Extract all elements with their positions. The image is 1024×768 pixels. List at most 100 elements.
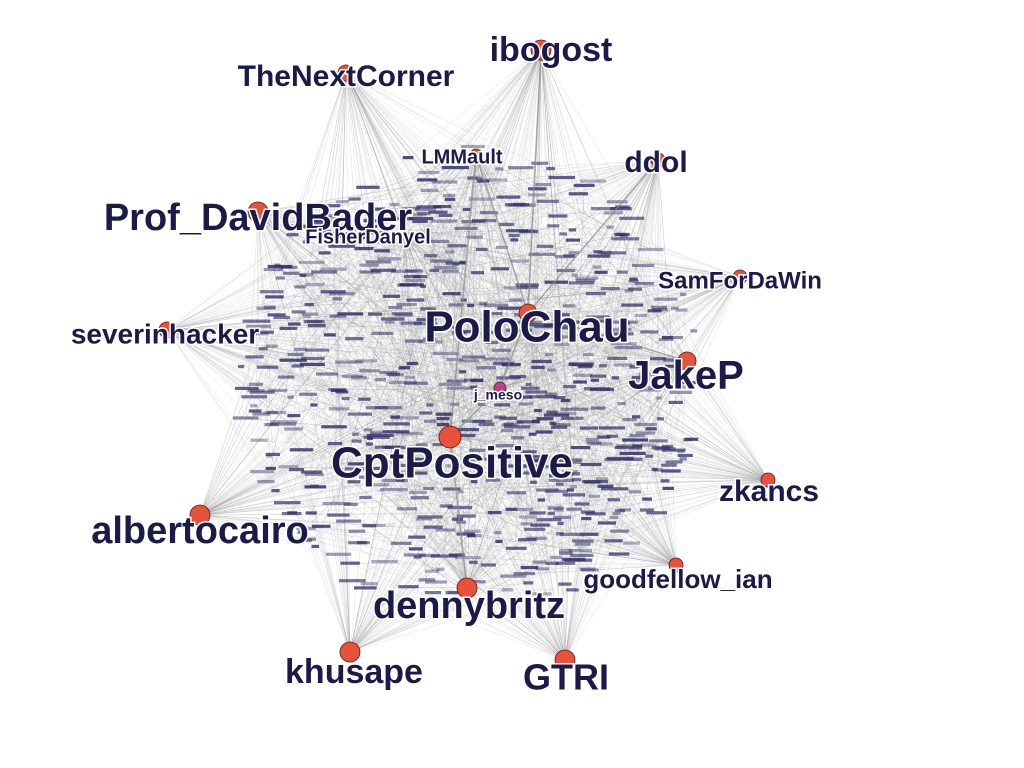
minor-node-label bbox=[457, 490, 464, 494]
minor-node-label bbox=[398, 585, 419, 589]
minor-node-label bbox=[571, 478, 582, 482]
minor-node-label bbox=[446, 357, 464, 362]
label-zkancs: zkancs bbox=[719, 475, 819, 508]
minor-node-label bbox=[287, 352, 304, 356]
minor-node-label bbox=[467, 534, 476, 538]
minor-node-label bbox=[570, 485, 578, 489]
label-samfordawin: SamForDaWin bbox=[658, 267, 822, 294]
minor-node-label bbox=[405, 339, 423, 343]
minor-node-label bbox=[447, 244, 467, 248]
minor-node-label bbox=[531, 365, 545, 369]
minor-node-label bbox=[562, 470, 578, 474]
minor-node-label bbox=[680, 292, 687, 296]
label-dennybritz: dennybritz bbox=[373, 585, 565, 627]
minor-node-label bbox=[614, 509, 626, 513]
minor-node-label bbox=[462, 207, 471, 211]
minor-node-label bbox=[368, 207, 385, 211]
minor-node-label bbox=[266, 410, 279, 415]
minor-node-label bbox=[631, 263, 655, 267]
minor-node-label bbox=[629, 277, 638, 281]
minor-node-label bbox=[556, 268, 576, 273]
minor-node-label bbox=[284, 427, 303, 431]
minor-node-label bbox=[413, 275, 428, 279]
minor-node-label bbox=[651, 446, 671, 450]
minor-node-label bbox=[652, 386, 661, 390]
minor-node-label bbox=[559, 232, 567, 236]
node-dennybritz bbox=[456, 577, 478, 599]
minor-node-label bbox=[549, 421, 556, 425]
minor-node-label bbox=[646, 511, 668, 515]
minor-node-label bbox=[426, 403, 434, 407]
minor-node-label bbox=[665, 364, 689, 368]
minor-node-label bbox=[575, 278, 596, 282]
minor-node-label bbox=[379, 370, 398, 375]
minor-node-label bbox=[501, 363, 521, 367]
minor-node-label bbox=[408, 535, 426, 539]
minor-node-label bbox=[337, 312, 364, 316]
minor-node-label bbox=[484, 303, 509, 307]
minor-node-label bbox=[523, 581, 534, 585]
minor-node-label bbox=[325, 204, 341, 208]
minor-node-label bbox=[353, 224, 378, 229]
minor-node-label bbox=[424, 161, 445, 165]
minor-node-label bbox=[535, 567, 549, 571]
minor-node-label bbox=[476, 179, 490, 183]
minor-node-label bbox=[601, 487, 629, 491]
minor-node-label bbox=[536, 518, 562, 522]
minor-node-label bbox=[502, 588, 514, 592]
minor-node-label bbox=[568, 192, 588, 196]
minor-node-label bbox=[480, 563, 496, 567]
minor-node-label bbox=[628, 287, 642, 291]
minor-node-label bbox=[266, 454, 273, 458]
minor-node-label bbox=[436, 422, 450, 427]
minor-node-label bbox=[447, 505, 473, 510]
minor-node-label bbox=[340, 561, 360, 565]
minor-node-label bbox=[535, 430, 553, 434]
minor-node-label bbox=[531, 161, 549, 165]
minor-node-label bbox=[447, 379, 467, 383]
minor-node-label bbox=[344, 467, 369, 471]
minor-node-label bbox=[612, 511, 621, 515]
minor-node-label bbox=[495, 453, 517, 457]
minor-node-label bbox=[560, 532, 579, 536]
minor-node-label bbox=[505, 507, 533, 512]
minor-node-label bbox=[404, 279, 426, 283]
minor-node-label bbox=[408, 490, 427, 494]
minor-node-label bbox=[406, 361, 418, 366]
minor-node-label bbox=[650, 357, 667, 361]
strong-edge bbox=[527, 49, 542, 314]
node-thenextcorner bbox=[337, 64, 355, 82]
minor-node-label bbox=[597, 250, 612, 255]
minor-node-label bbox=[401, 206, 421, 210]
minor-node-label bbox=[438, 325, 462, 329]
minor-node-label bbox=[456, 520, 467, 524]
minor-node-label bbox=[335, 360, 363, 364]
minor-node-label bbox=[460, 298, 467, 302]
minor-node-label bbox=[635, 431, 656, 435]
minor-node-label bbox=[237, 365, 245, 369]
minor-node-label bbox=[638, 372, 658, 377]
minor-node-label bbox=[495, 167, 504, 171]
minor-node-label bbox=[677, 453, 693, 458]
minor-node-label bbox=[573, 183, 595, 187]
minor-node-label bbox=[547, 368, 556, 372]
label-severinhacker: severinhacker bbox=[71, 318, 259, 349]
minor-node-label bbox=[523, 420, 540, 424]
minor-node-label bbox=[593, 250, 602, 254]
strong-edge bbox=[527, 312, 688, 362]
minor-node-label bbox=[544, 280, 568, 284]
minor-node-label bbox=[623, 541, 640, 545]
minor-node-label bbox=[568, 251, 580, 255]
minor-node-label bbox=[574, 502, 590, 506]
minor-node-label bbox=[383, 294, 401, 298]
minor-node-label bbox=[464, 529, 481, 533]
minor-node-label bbox=[329, 314, 346, 318]
minor-node-label bbox=[267, 313, 286, 317]
minor-node-label bbox=[513, 572, 535, 576]
minor-node-label bbox=[442, 269, 459, 273]
minor-node-label bbox=[305, 348, 329, 352]
minor-node-label bbox=[454, 226, 478, 230]
minor-node-label bbox=[448, 553, 465, 557]
minor-node-label bbox=[413, 322, 438, 326]
